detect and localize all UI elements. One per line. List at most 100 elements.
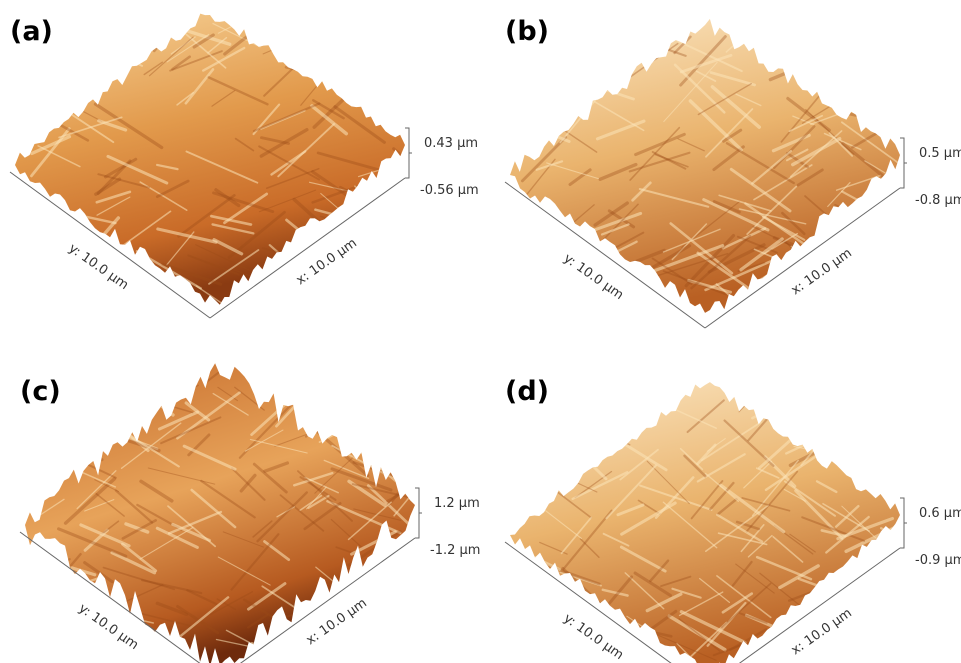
ridge <box>246 23 270 37</box>
panel: (d)0.6 µm-0.9 µmy: 10.0 µmx: 10.0 µm <box>505 357 961 663</box>
ridge <box>367 221 424 251</box>
ridge <box>95 596 120 604</box>
ridge <box>397 604 421 627</box>
ridge <box>881 528 923 549</box>
ridge <box>44 442 86 457</box>
ridge <box>726 5 778 52</box>
ridge <box>876 420 926 460</box>
ridge <box>865 227 890 245</box>
ridge <box>812 375 879 402</box>
ridge <box>763 385 812 412</box>
ridge <box>98 20 139 35</box>
ridge <box>529 263 547 273</box>
ridge <box>31 218 73 247</box>
ridge <box>580 293 614 320</box>
ridge <box>294 16 350 63</box>
ridge <box>307 417 320 432</box>
ridge <box>372 625 439 652</box>
ridge <box>739 357 792 412</box>
ridge <box>327 287 371 322</box>
ridge <box>346 197 380 212</box>
ridge <box>883 407 903 424</box>
ridge <box>332 21 396 59</box>
ridge <box>757 297 824 315</box>
ridge <box>55 400 95 411</box>
ridge <box>860 91 889 106</box>
ridge <box>582 424 629 445</box>
ridge <box>354 633 418 663</box>
ridge <box>762 3 788 30</box>
ridge <box>786 431 834 454</box>
ridge <box>355 232 411 255</box>
ridge <box>69 384 91 396</box>
ridge <box>253 22 285 41</box>
ridge <box>838 384 883 411</box>
ridge <box>890 450 934 486</box>
ridge <box>779 380 818 398</box>
ridge <box>890 522 961 551</box>
ridge <box>36 66 63 83</box>
ridge <box>552 426 606 479</box>
ridge <box>752 400 787 418</box>
ridge <box>586 372 618 401</box>
ridge <box>388 259 443 300</box>
ridge <box>326 48 384 96</box>
z-scale-bar <box>415 488 422 538</box>
ridge <box>283 31 315 60</box>
panel-label: (c) <box>20 376 61 407</box>
ridge <box>129 0 180 28</box>
ridge <box>518 80 558 92</box>
ridge <box>261 0 302 24</box>
ridge <box>71 22 104 52</box>
ridge <box>854 582 896 615</box>
ridge <box>573 388 635 429</box>
ridge <box>323 48 386 89</box>
ridge <box>653 8 697 30</box>
ridge <box>312 645 386 663</box>
ridge <box>544 108 573 119</box>
x-axis-label: x: 10.0 µm <box>789 246 855 299</box>
ridge <box>24 51 79 65</box>
ridge <box>379 252 443 284</box>
ridge <box>812 37 848 59</box>
ridge <box>369 5 427 35</box>
ridge <box>556 102 590 117</box>
ridge <box>860 200 916 239</box>
ridge <box>358 201 415 223</box>
y-axis-label: y: 10.0 µm <box>561 611 626 663</box>
ridge <box>252 643 286 656</box>
ridge <box>120 34 144 43</box>
figure: (a)0.43 µm-0.56 µmy: 10.0 µmx: 10.0 µm(b… <box>0 0 961 663</box>
ridge <box>835 205 889 229</box>
y-axis-label: y: 10.0 µm <box>66 241 131 293</box>
z-top-label: 1.2 µm <box>434 496 480 511</box>
ridge <box>895 99 919 118</box>
ridge <box>82 430 107 438</box>
ridge <box>61 43 76 57</box>
z-bottom-label: -0.56 µm <box>420 183 479 198</box>
ridge <box>527 639 583 652</box>
ridge <box>861 420 887 452</box>
ridge <box>394 93 414 103</box>
ridge <box>568 57 611 98</box>
ridge <box>288 285 349 321</box>
ridge <box>44 432 87 463</box>
ridge <box>546 450 580 458</box>
ridge <box>543 393 584 421</box>
ridge <box>533 583 555 600</box>
panel-label: (d) <box>505 376 549 407</box>
ridge <box>844 629 897 642</box>
ridge <box>372 23 439 62</box>
ridge <box>880 397 956 420</box>
ridge <box>48 578 100 595</box>
ridge <box>205 346 253 383</box>
ridge <box>386 242 461 260</box>
ridge <box>788 403 843 440</box>
ridge <box>115 251 141 264</box>
ridge <box>519 572 537 586</box>
x-axis-label: x: 10.0 µm <box>294 236 360 289</box>
ridge <box>363 422 428 456</box>
ridge <box>650 392 672 408</box>
ridge <box>791 246 822 267</box>
